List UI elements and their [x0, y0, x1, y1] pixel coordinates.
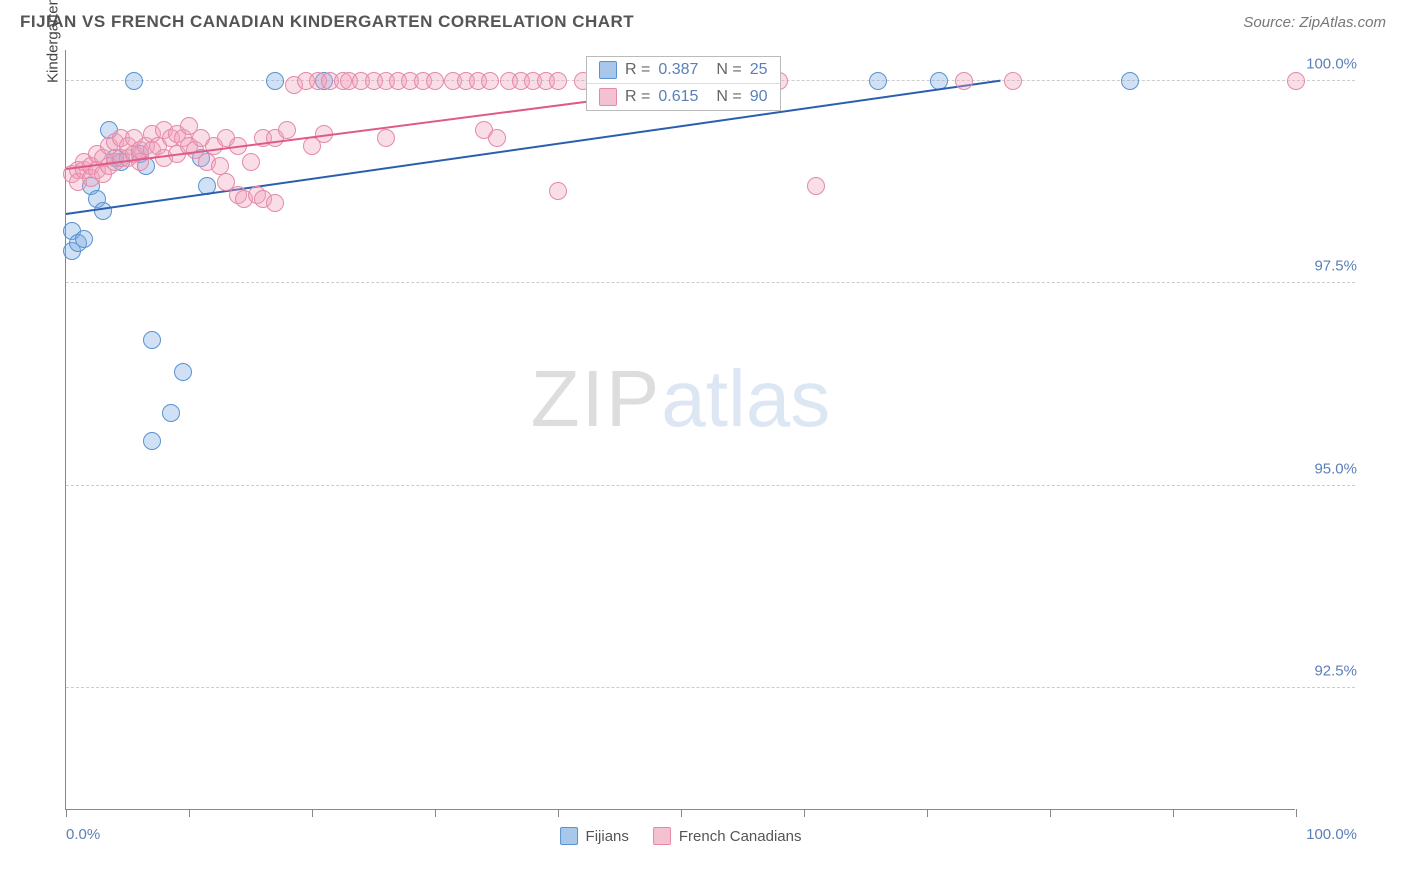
x-tick — [804, 809, 805, 817]
x-tick — [66, 809, 67, 817]
data-point — [1004, 72, 1022, 90]
chart-title: FIJIAN VS FRENCH CANADIAN KINDERGARTEN C… — [20, 12, 634, 32]
data-point — [955, 72, 973, 90]
x-label-max: 100.0% — [1306, 826, 1357, 843]
gridline — [66, 687, 1355, 688]
stats-row: R = 0.615 N = 90 — [587, 83, 780, 110]
data-point — [426, 72, 444, 90]
gridline — [66, 282, 1355, 283]
series-legend: Fijians French Canadians — [560, 827, 802, 845]
x-tick — [927, 809, 928, 817]
watermark: ZIPatlas — [531, 353, 830, 445]
legend-swatch — [560, 827, 578, 845]
stat-n-value: 25 — [750, 61, 768, 79]
legend-swatch — [599, 88, 617, 106]
legend-swatch — [653, 827, 671, 845]
x-tick — [1296, 809, 1297, 817]
gridline — [66, 485, 1355, 486]
y-tick-label: 97.5% — [1314, 258, 1357, 275]
data-point — [278, 121, 296, 139]
data-point — [242, 153, 260, 171]
data-point — [1287, 72, 1305, 90]
data-point — [481, 72, 499, 90]
x-tick — [312, 809, 313, 817]
legend-item: French Canadians — [653, 827, 802, 845]
stat-n-value: 90 — [750, 88, 768, 106]
data-point — [162, 404, 180, 422]
stat-r-value: 0.387 — [658, 61, 698, 79]
x-tick — [435, 809, 436, 817]
data-point — [869, 72, 887, 90]
stat-r-value: 0.615 — [658, 88, 698, 106]
y-tick-label: 95.0% — [1314, 460, 1357, 477]
data-point — [488, 129, 506, 147]
stat-r-label: R = — [625, 61, 650, 79]
x-tick — [189, 809, 190, 817]
y-axis-label: Kindergarten — [44, 0, 61, 83]
plot-region: ZIPatlas 92.5%95.0%97.5%100.0%0.0%100.0%… — [65, 50, 1295, 810]
legend-swatch — [599, 61, 617, 79]
stats-legend: R = 0.387 N = 25 R = 0.615 N = 90 — [586, 56, 781, 111]
data-point — [94, 202, 112, 220]
data-point — [143, 432, 161, 450]
y-tick-label: 100.0% — [1306, 56, 1357, 73]
x-tick — [558, 809, 559, 817]
x-label-min: 0.0% — [66, 826, 100, 843]
data-point — [125, 72, 143, 90]
x-tick — [1050, 809, 1051, 817]
y-tick-label: 92.5% — [1314, 662, 1357, 679]
data-point — [174, 363, 192, 381]
stat-r-label: R = — [625, 88, 650, 106]
data-point — [143, 331, 161, 349]
stat-n-label: N = — [716, 88, 741, 106]
data-point — [377, 129, 395, 147]
data-point — [807, 177, 825, 195]
stats-row: R = 0.387 N = 25 — [587, 57, 780, 83]
data-point — [549, 72, 567, 90]
x-tick — [1173, 809, 1174, 817]
chart-header: FIJIAN VS FRENCH CANADIAN KINDERGARTEN C… — [0, 0, 1406, 40]
legend-item: Fijians — [560, 827, 629, 845]
legend-label: French Canadians — [679, 828, 802, 845]
chart-source: Source: ZipAtlas.com — [1243, 14, 1386, 31]
legend-label: Fijians — [586, 828, 629, 845]
data-point — [1121, 72, 1139, 90]
x-tick — [681, 809, 682, 817]
data-point — [266, 194, 284, 212]
stat-n-label: N = — [716, 61, 741, 79]
data-point — [266, 72, 284, 90]
data-point — [75, 230, 93, 248]
data-point — [549, 182, 567, 200]
